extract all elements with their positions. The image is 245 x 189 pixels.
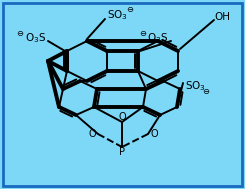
Text: $\ominus$: $\ominus$ <box>202 88 210 97</box>
Text: O: O <box>88 129 96 139</box>
Text: SO$_3$: SO$_3$ <box>185 79 206 93</box>
Text: P: P <box>119 147 125 157</box>
Text: O$_3$S: O$_3$S <box>25 31 47 45</box>
Text: OH: OH <box>214 12 230 22</box>
Text: O: O <box>118 112 126 122</box>
Text: $\ominus$: $\ominus$ <box>139 29 147 37</box>
Text: O: O <box>150 129 158 139</box>
Text: $\ominus$: $\ominus$ <box>126 5 134 15</box>
Text: O$_3$S: O$_3$S <box>147 31 169 45</box>
Text: SO$_3$: SO$_3$ <box>107 8 128 22</box>
Text: $\ominus$: $\ominus$ <box>16 29 24 37</box>
